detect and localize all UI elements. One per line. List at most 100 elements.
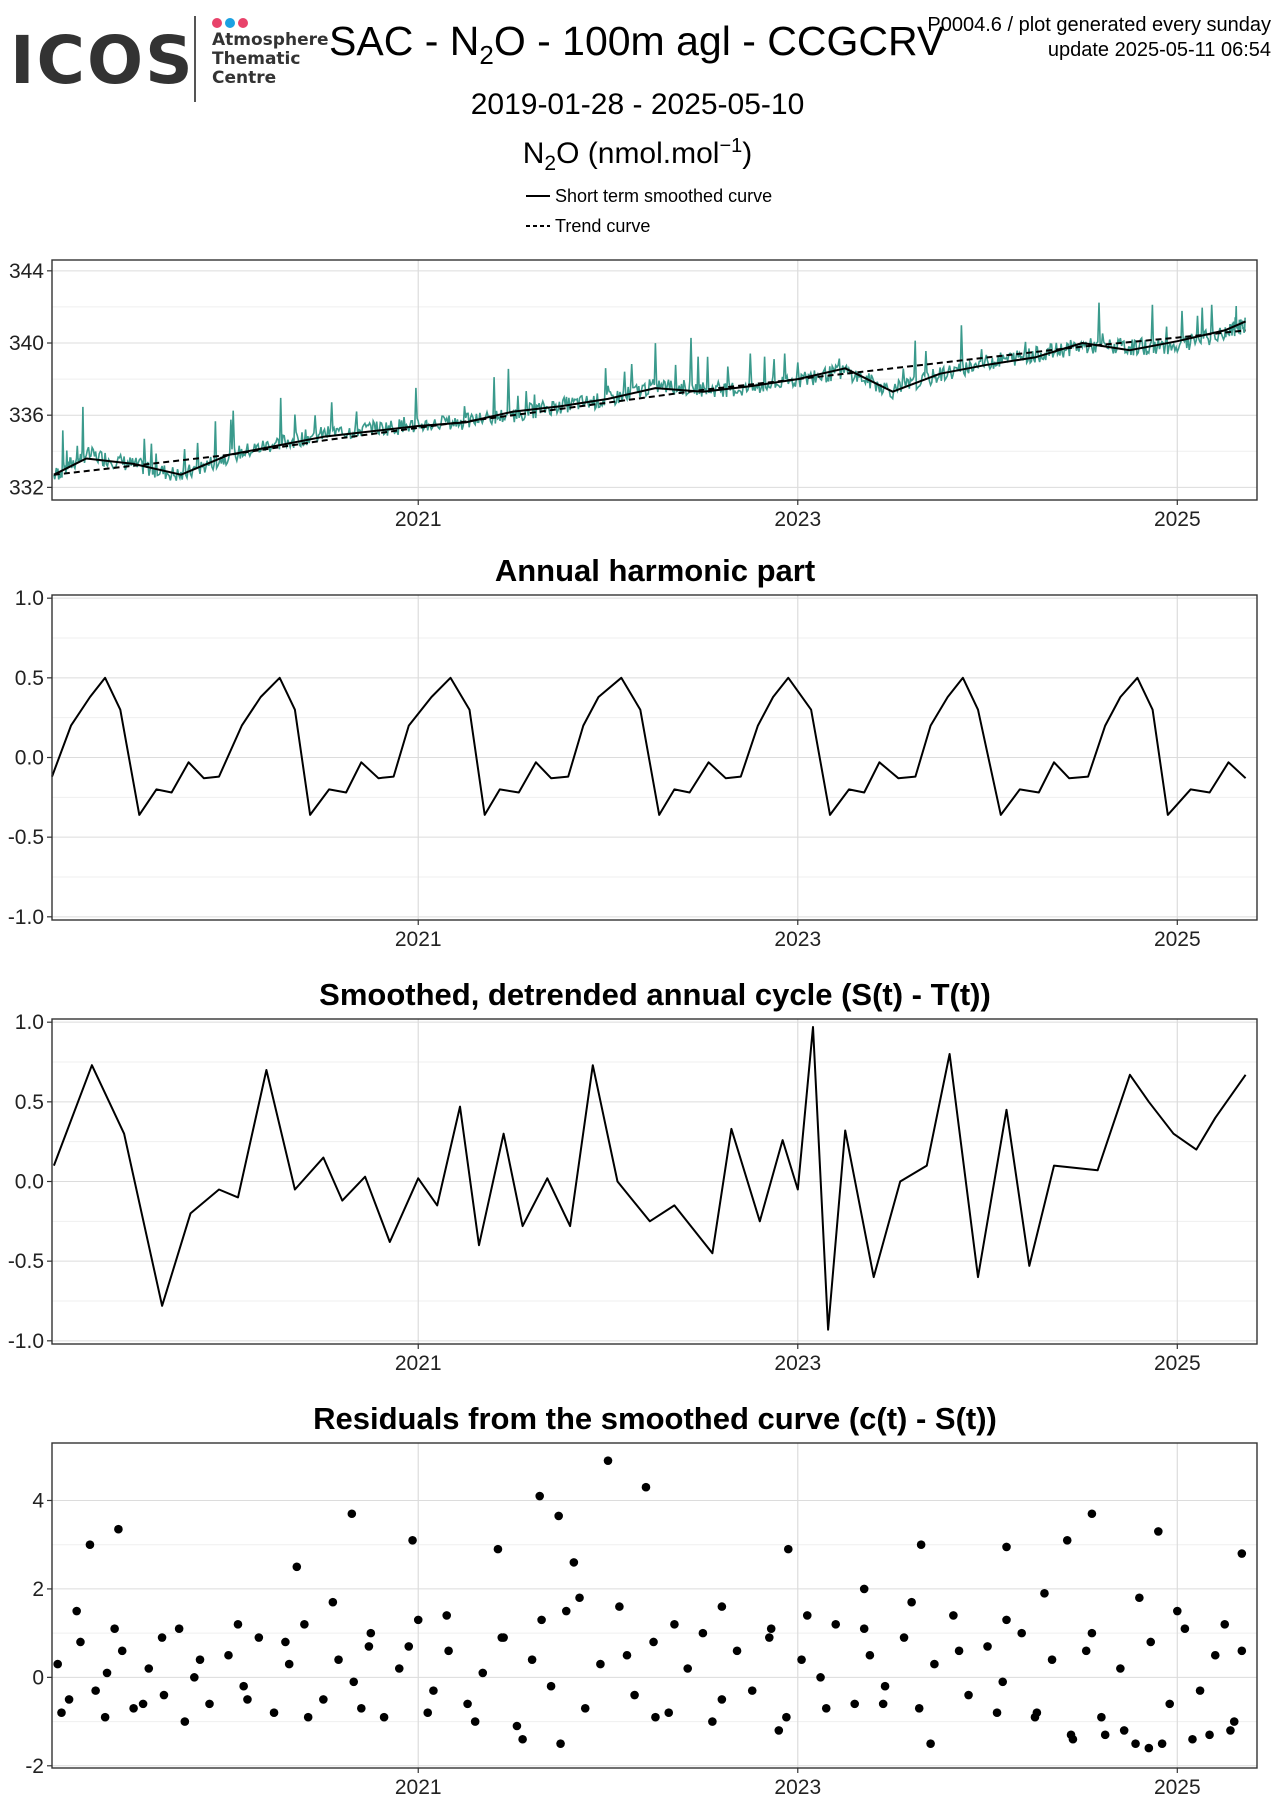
plot-frame [51,1442,1258,1769]
residual-point [195,1655,205,1664]
residual-point [1087,1628,1097,1638]
residual-point [1087,1509,1097,1519]
residual-point [138,1699,148,1709]
unit-label: N2O (nmol.mol−1) [522,135,753,175]
residual-point [717,1695,727,1704]
residual-point [850,1699,860,1709]
x-tick-label: 2021 [395,1352,442,1375]
residual-point [535,1491,544,1501]
residual-point [180,1717,190,1726]
residual-point [708,1717,717,1726]
n2o-timeseries-chart: 344 340 336 332 2021 2023 2025 [9,259,1258,531]
logo-dots-icon [212,15,251,33]
y-tick-label: -0.5 [8,826,44,849]
residual-point [470,1717,480,1726]
residual-point [224,1650,233,1660]
residual-point [429,1686,438,1695]
residual-point [303,1712,313,1722]
residual-point [463,1699,472,1709]
residual-point [907,1597,916,1607]
residual-point [1002,1615,1011,1625]
residual-point [239,1681,248,1691]
page-title: SAC - N2O - 100m agl - CCGCRV [329,18,945,71]
residual-point [394,1664,404,1673]
residual-point [444,1646,453,1656]
residual-point [1154,1527,1163,1536]
meta-line: update 2025-05-11 06:54 [1047,39,1271,61]
residual-point [254,1633,264,1642]
residual-point [349,1677,359,1687]
residual-point [865,1650,875,1660]
residual-point [580,1704,590,1713]
residual-point [949,1611,958,1620]
residual-point [698,1628,708,1638]
residual-point [64,1695,74,1704]
residual-point [1131,1739,1140,1748]
residual-point [442,1611,452,1620]
residual-point [478,1668,488,1678]
residual-point [651,1712,660,1722]
x-tick-label: 2021 [395,928,442,951]
date-range: 2019-01-28 - 2025-05-10 [470,88,805,121]
residual-point [1188,1734,1197,1744]
y-tick-label: 2 [32,1578,44,1601]
residual-point [880,1681,890,1691]
logo-dot [225,18,235,28]
residual-point [117,1646,127,1656]
residual-point [575,1593,584,1603]
residual-point [281,1637,290,1647]
residual-point [717,1602,727,1611]
residual-point [300,1619,309,1629]
residual-point [630,1690,639,1700]
residual-point [518,1734,527,1744]
residual-point [1116,1664,1125,1673]
residual-point [357,1704,366,1713]
residual-point [1229,1717,1239,1726]
residual-point [100,1712,110,1722]
panel-title-harmonic: Annual harmonic part [494,553,816,588]
residual-point [85,1540,95,1550]
meta-line: P0004.6 / plot generated every sunday [927,14,1271,36]
y-tick-label: 336 [9,404,44,427]
residual-point [859,1624,869,1634]
residual-point [102,1668,112,1678]
residual-point [683,1664,693,1673]
residual-point [765,1633,774,1642]
residual-point [556,1739,565,1748]
residual-point [622,1650,632,1660]
residual-point [732,1646,742,1656]
logo-divider [194,16,196,102]
panel-title-residuals: Residuals from the smoothed curve (c(t) … [313,1401,997,1436]
residual-point [76,1637,85,1647]
residual-point [1165,1699,1175,1709]
residual-point [1119,1726,1129,1735]
residual-point [816,1673,825,1682]
x-tick-label: 2025 [1154,508,1201,531]
residual-point [379,1712,389,1722]
residual-point [774,1726,784,1735]
logo-subtitle: Atmosphere Thematic Centre [212,31,329,88]
smoothed-curve-line [51,676,1247,816]
residual-point [561,1606,571,1616]
residual-point [423,1708,433,1718]
legend-item: Trend curve [525,211,772,241]
residual-point [821,1704,831,1713]
residual-point [1030,1712,1040,1722]
residual-point [1157,1739,1167,1748]
legend-solid-line-icon [526,195,550,197]
residual-point [926,1739,935,1748]
logo-subtitle-line: Atmosphere [212,30,329,50]
residual-point [91,1686,100,1695]
residual-point [603,1456,613,1465]
residual-point [537,1615,546,1625]
legend-label: Trend curve [555,215,651,236]
residual-point [930,1659,939,1669]
residual-point [615,1602,624,1611]
residual-point [649,1637,658,1647]
residual-point [1135,1593,1144,1603]
residual-point [364,1642,374,1651]
smoothed-curve-line [52,1026,1247,1331]
residual-point [670,1619,679,1629]
residual-point [998,1677,1008,1687]
residual-point [1047,1655,1057,1664]
